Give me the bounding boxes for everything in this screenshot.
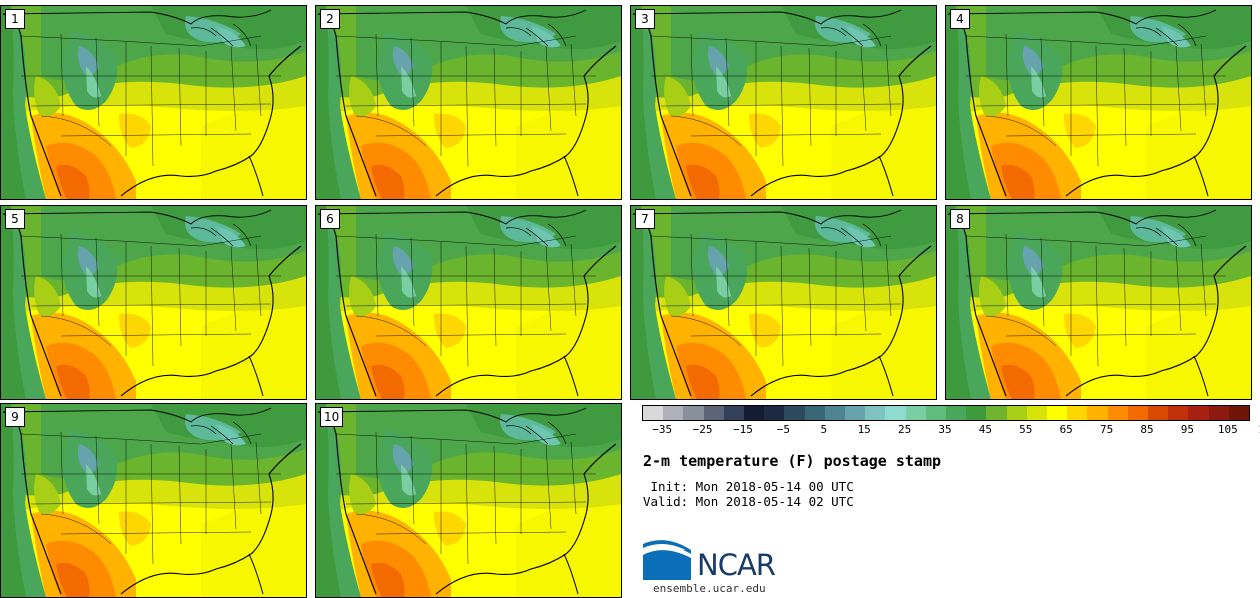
- member-number-label: 10: [320, 407, 344, 427]
- colorbar-swatch: [1006, 406, 1027, 420]
- colorbar-tick-label: 105: [1217, 423, 1238, 436]
- temperature-map: [946, 6, 1251, 199]
- colorbar-swatch: [845, 406, 866, 420]
- colorbar-tick-label: −5: [776, 423, 791, 436]
- member-number-label: 3: [635, 9, 655, 29]
- colorbar-swatch: [1208, 406, 1229, 420]
- colorbar-swatch: [723, 406, 745, 420]
- member-number-label: 2: [320, 9, 340, 29]
- colorbar-swatch: [764, 406, 785, 420]
- colorbar-swatch: [925, 406, 947, 420]
- temperature-map: [631, 6, 936, 199]
- colorbar-tick-label: −15: [733, 423, 753, 436]
- colorbar-swatch: [804, 406, 825, 420]
- member-map-panel: 10: [315, 403, 622, 598]
- colorbar-swatch: [885, 406, 906, 420]
- member-map-panel: 4: [945, 5, 1252, 200]
- member-map-panel: 7: [630, 205, 937, 400]
- temperature-map: [1, 6, 306, 199]
- colorbar-tick-label: 75: [1099, 423, 1114, 436]
- ncar-logo-icon: [643, 540, 691, 580]
- colorbar-tick-label: 5: [820, 423, 828, 436]
- temperature-map: [1, 404, 306, 597]
- member-map-panel: 9: [0, 403, 307, 598]
- temperature-map: [316, 206, 621, 399]
- colorbar-swatch: [1228, 406, 1250, 420]
- colorbar-tick-labels: −35 −25 −15 −5 5 15 25 35 45 55 65 75 85 95 105 115: [642, 423, 1260, 439]
- member-number-label: 4: [950, 9, 970, 29]
- member-map-panel: 8: [945, 205, 1252, 400]
- member-number-label: 7: [635, 209, 655, 229]
- colorbar-tick-label: −35: [652, 423, 673, 436]
- temperature-colorbar: [642, 405, 1250, 421]
- colorbar-swatch: [703, 406, 724, 420]
- colorbar-swatch: [966, 406, 987, 420]
- member-number-label: 6: [320, 209, 340, 229]
- colorbar-swatch: [1127, 406, 1149, 420]
- member-number-label: 9: [5, 407, 25, 427]
- colorbar-swatch: [1067, 406, 1088, 420]
- init-time: Init: Mon 2018-05-14 00 UTC: [643, 479, 854, 494]
- colorbar-tick-label: 115: [1258, 423, 1260, 436]
- colorbar-swatch: [744, 406, 765, 420]
- colorbar-tick-label: 35: [938, 423, 952, 436]
- website-url: ensemble.ucar.edu: [653, 582, 766, 595]
- member-map-panel: 1: [0, 5, 307, 200]
- colorbar-swatch: [1168, 406, 1189, 420]
- colorbar-tick-label: 95: [1180, 423, 1195, 436]
- colorbar-tick-label: 85: [1140, 423, 1154, 436]
- colorbar-swatch: [824, 406, 846, 420]
- member-number-label: 8: [950, 209, 970, 229]
- temperature-map: [316, 404, 621, 597]
- colorbar-tick-label: 65: [1059, 423, 1073, 436]
- colorbar-swatch: [1087, 406, 1108, 420]
- valid-time: Valid: Mon 2018-05-14 02 UTC: [643, 494, 854, 509]
- member-map-panel: 5: [0, 205, 307, 400]
- colorbar-swatch: [865, 406, 886, 420]
- colorbar-tick-label: 45: [978, 423, 993, 436]
- colorbar-swatch: [784, 406, 805, 420]
- colorbar-swatch: [663, 406, 684, 420]
- colorbar-swatch: [946, 406, 967, 420]
- member-number-label: 1: [5, 9, 25, 29]
- colorbar-swatch: [1047, 406, 1068, 420]
- colorbar-swatch: [1148, 406, 1169, 420]
- colorbar-swatch: [1107, 406, 1128, 420]
- member-number-label: 5: [5, 209, 25, 229]
- colorbar-tick-label: 25: [897, 423, 912, 436]
- colorbar-tick-label: 55: [1019, 423, 1033, 436]
- colorbar-swatch: [1026, 406, 1048, 420]
- member-map-panel: 2: [315, 5, 622, 200]
- colorbar-swatch: [905, 406, 926, 420]
- temperature-map: [316, 6, 621, 199]
- temperature-map: [631, 206, 936, 399]
- temperature-map: [1, 206, 306, 399]
- colorbar-swatch: [986, 406, 1007, 420]
- temperature-map: [946, 206, 1251, 399]
- member-map-panel: 6: [315, 205, 622, 400]
- plot-title: 2-m temperature (F) postage stamp: [643, 452, 942, 470]
- member-map-panel: 3: [630, 5, 937, 200]
- colorbar-swatch: [1188, 406, 1209, 420]
- ncar-logo-text: NCAR: [697, 548, 776, 582]
- colorbar-tick-label: −25: [692, 423, 713, 436]
- colorbar-swatch: [683, 406, 704, 420]
- colorbar-swatch: [643, 406, 664, 420]
- colorbar-tick-label: 15: [857, 423, 871, 436]
